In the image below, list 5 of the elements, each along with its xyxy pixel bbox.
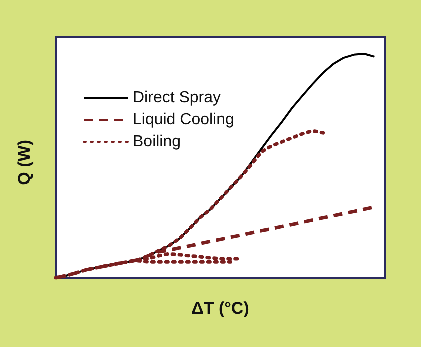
x-axis-title: ΔT (°C) — [192, 299, 250, 318]
legend-label: Boiling — [133, 134, 182, 150]
legend-label: Liquid Cooling — [133, 112, 234, 128]
legend-label: Direct Spray — [133, 90, 222, 106]
y-axis-title: Q (W) — [15, 140, 34, 186]
